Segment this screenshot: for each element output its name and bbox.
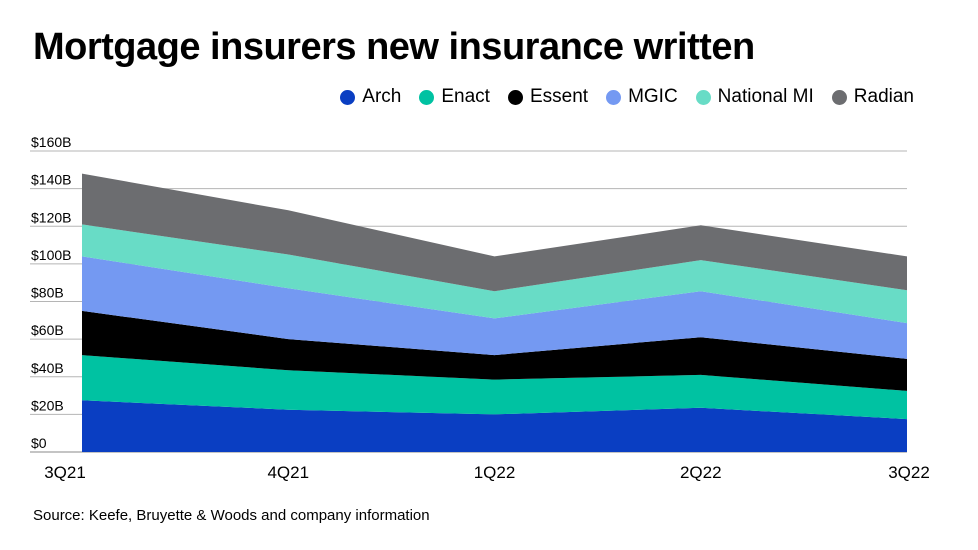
legend-label-essent: Essent	[529, 86, 589, 107]
x-tick-label-3q22: 3Q22	[888, 463, 930, 482]
y-tick-label: $0	[31, 435, 47, 451]
legend-item-radian: Radian	[831, 86, 914, 108]
area-radian	[82, 173, 907, 292]
legend-item-arch: Arch	[340, 86, 401, 108]
legend-label-national-mi: National MI	[717, 86, 814, 107]
y-tick-label: $20B	[31, 397, 64, 413]
legend-item-national-mi: National MI	[695, 86, 814, 108]
y-tick-label: $100B	[31, 247, 71, 263]
y-axis-ticks: $0 $20B $40B $60B $80B $100B $120B $140B $160B	[31, 134, 71, 451]
y-tick-label: $40B	[31, 360, 64, 376]
y-tick-label: $60B	[31, 322, 64, 338]
legend-swatch-enact	[419, 89, 435, 105]
area-essent	[82, 310, 907, 391]
area-national-mi	[82, 224, 907, 324]
legend-label-radian: Radian	[853, 86, 914, 107]
legend-swatch-essent	[507, 89, 523, 105]
legend-label-enact: Enact	[441, 86, 490, 107]
legend-label-mgic: MGIC	[628, 86, 678, 107]
legend-item-enact: Enact	[419, 86, 490, 108]
x-axis-ticks: 3Q21 4Q21 1Q22 2Q22 3Q22	[44, 463, 930, 482]
y-tick-label: $120B	[31, 209, 71, 225]
chart-title: Mortgage insurers new insurance written	[33, 26, 755, 68]
area-series	[82, 173, 907, 452]
legend-swatch-mgic	[606, 89, 622, 105]
legend-swatch-national-mi	[695, 89, 711, 105]
area-mgic	[82, 256, 907, 359]
legend-swatch-arch	[340, 89, 356, 105]
source-note: Source: Keefe, Bruyette & Woods and comp…	[33, 507, 430, 524]
area-enact	[82, 355, 907, 420]
legend-swatch-radian	[831, 89, 847, 105]
y-tick-label: $80B	[31, 285, 64, 301]
legend-item-mgic: MGIC	[606, 86, 678, 108]
area-arch	[82, 400, 907, 452]
y-tick-label: $140B	[31, 172, 71, 188]
legend: Arch Enact Essent MGIC National MI Radia…	[340, 86, 914, 108]
legend-item-essent: Essent	[507, 86, 589, 108]
y-tick-label: $160B	[31, 134, 71, 150]
x-tick-label-3q21: 3Q21	[44, 463, 86, 482]
x-tick-label-1q22: 1Q22	[474, 463, 516, 482]
x-tick-label-4q21: 4Q21	[267, 463, 309, 482]
x-tick-label-2q22: 2Q22	[680, 463, 722, 482]
legend-label-arch: Arch	[362, 86, 402, 107]
